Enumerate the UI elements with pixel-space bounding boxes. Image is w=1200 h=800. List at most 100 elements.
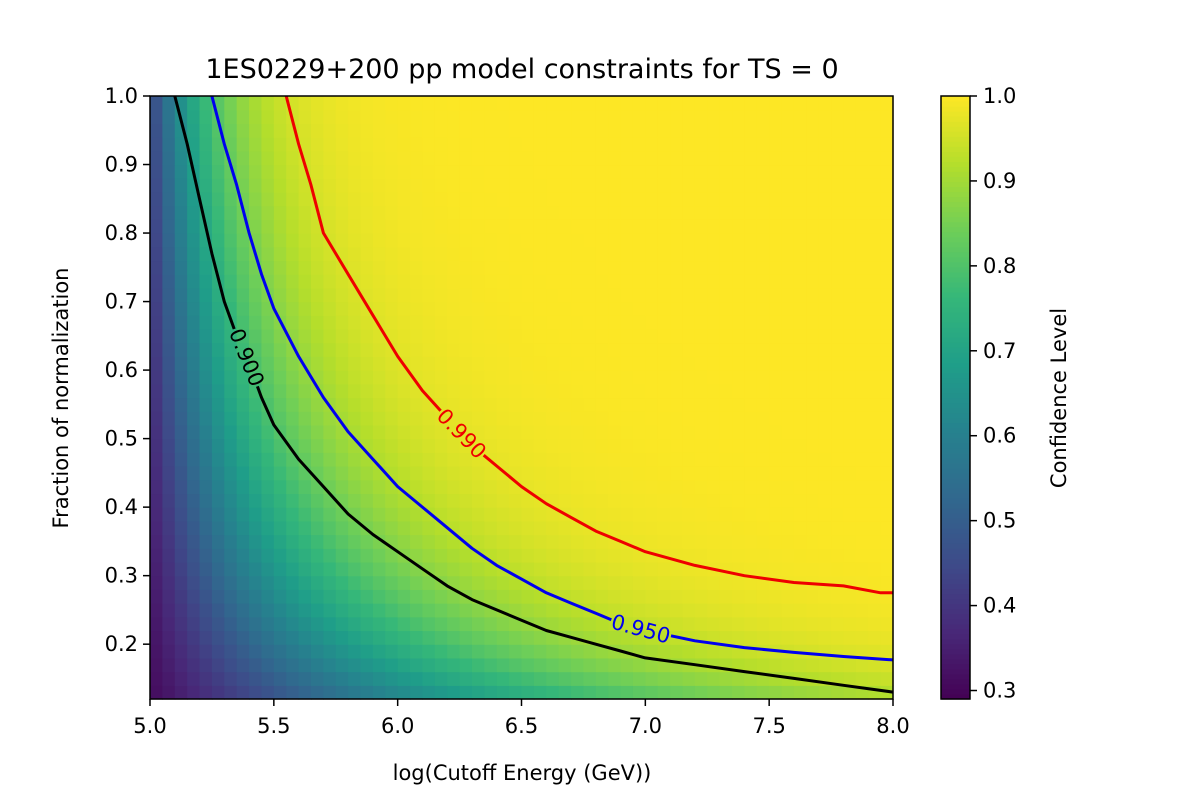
colorbar-step bbox=[941, 462, 970, 469]
heatmap-cell bbox=[818, 493, 832, 508]
heatmap-cell bbox=[595, 356, 609, 371]
heatmap-cell bbox=[744, 315, 758, 330]
heatmap-cell bbox=[843, 466, 857, 481]
heatmap-cell bbox=[360, 397, 374, 412]
heatmap-cell bbox=[484, 233, 498, 248]
heatmap-cell bbox=[719, 287, 733, 303]
heatmap-cell bbox=[447, 233, 461, 248]
heatmap-cell bbox=[273, 411, 287, 426]
heatmap-cell bbox=[571, 616, 585, 632]
heatmap-cell bbox=[459, 150, 473, 166]
heatmap-cell bbox=[670, 191, 684, 207]
colorbar-step bbox=[941, 151, 970, 157]
colorbar-step bbox=[941, 317, 970, 323]
heatmap-cell bbox=[868, 342, 882, 357]
heatmap-cell bbox=[410, 575, 424, 590]
heatmap-cell bbox=[756, 548, 770, 563]
heatmap-cell bbox=[150, 520, 163, 536]
heatmap-cell bbox=[335, 561, 349, 577]
heatmap-cell bbox=[323, 616, 337, 632]
heatmap-cell bbox=[397, 534, 411, 549]
heatmap-cell bbox=[868, 520, 882, 536]
heatmap-cell bbox=[174, 452, 188, 467]
heatmap-cell bbox=[422, 589, 436, 604]
heatmap-cell bbox=[571, 274, 585, 289]
heatmap-cell bbox=[558, 260, 572, 275]
heatmap-cell bbox=[818, 466, 832, 481]
heatmap-cell bbox=[496, 671, 510, 686]
heatmap-cell bbox=[174, 383, 188, 399]
heatmap-cell bbox=[249, 219, 263, 234]
heatmap-cell bbox=[360, 575, 374, 590]
heatmap-cell bbox=[323, 561, 337, 577]
heatmap-cell bbox=[150, 575, 163, 590]
colorbar-tick-label: 0.5 bbox=[983, 509, 1016, 533]
heatmap-cell bbox=[595, 466, 609, 481]
heatmap-cell bbox=[670, 246, 684, 262]
heatmap-cell bbox=[224, 479, 238, 495]
heatmap-cell bbox=[150, 123, 163, 138]
heatmap-cell bbox=[150, 274, 163, 289]
heatmap-cell bbox=[546, 109, 560, 124]
heatmap-cell bbox=[174, 630, 188, 645]
heatmap-cell bbox=[769, 411, 783, 426]
heatmap-cell bbox=[694, 137, 708, 152]
heatmap-cell bbox=[261, 260, 275, 275]
heatmap-cell bbox=[595, 219, 609, 234]
heatmap-cell bbox=[806, 671, 820, 686]
heatmap-cell bbox=[595, 315, 609, 330]
heatmap-cell bbox=[471, 328, 485, 344]
heatmap-cell bbox=[533, 534, 547, 549]
heatmap-cell bbox=[831, 383, 845, 399]
heatmap-cell bbox=[670, 397, 684, 412]
heatmap-cell bbox=[818, 575, 832, 590]
heatmap-cell bbox=[187, 328, 201, 344]
heatmap-cell bbox=[707, 219, 721, 234]
heatmap-cell bbox=[769, 438, 783, 453]
heatmap-cell bbox=[806, 315, 820, 330]
heatmap-cell bbox=[236, 630, 250, 645]
heatmap-cell bbox=[286, 397, 300, 412]
colorbar-step bbox=[941, 432, 970, 439]
contour-0-990-line bbox=[482, 454, 893, 595]
heatmap-cell bbox=[174, 520, 188, 536]
heatmap-cell bbox=[769, 370, 783, 385]
heatmap-cell bbox=[496, 657, 510, 673]
heatmap-cell bbox=[769, 561, 783, 577]
heatmap-cell bbox=[150, 424, 163, 440]
colorbar-step bbox=[941, 538, 970, 544]
heatmap-cell bbox=[571, 96, 585, 111]
heatmap-cell bbox=[348, 575, 362, 590]
heatmap-cell bbox=[533, 342, 547, 357]
heatmap-cell bbox=[459, 109, 473, 124]
heatmap-cell bbox=[410, 328, 424, 344]
heatmap-cell bbox=[843, 616, 857, 632]
heatmap-cell bbox=[670, 452, 684, 467]
heatmap-cell bbox=[422, 205, 436, 220]
heatmap-cell bbox=[843, 548, 857, 563]
x-tick-label: 7.0 bbox=[629, 714, 662, 738]
heatmap-cell bbox=[298, 315, 312, 330]
heatmap-cell bbox=[732, 96, 745, 111]
heatmap-cell bbox=[670, 479, 684, 495]
heatmap-cell bbox=[496, 150, 510, 166]
heatmap-cell bbox=[843, 191, 857, 207]
heatmap-cell bbox=[571, 493, 585, 508]
heatmap-cell bbox=[236, 657, 250, 673]
heatmap-cell bbox=[608, 191, 622, 207]
heatmap-cell bbox=[236, 274, 250, 289]
heatmap-cell bbox=[298, 123, 312, 138]
colorbar-step bbox=[941, 683, 970, 690]
heatmap-cell bbox=[571, 328, 585, 344]
heatmap-cell bbox=[657, 191, 671, 207]
heatmap-cell bbox=[855, 603, 869, 618]
heatmap-cell bbox=[174, 685, 188, 700]
heatmap-cell bbox=[150, 630, 163, 645]
heatmap-cell bbox=[732, 342, 745, 357]
heatmap-cell bbox=[509, 274, 523, 289]
x-tick-label: 5.0 bbox=[133, 714, 166, 738]
heatmap-cell bbox=[756, 233, 770, 248]
heatmap-cell bbox=[831, 274, 845, 289]
heatmap-cell bbox=[707, 534, 721, 549]
heatmap-cell bbox=[199, 644, 213, 659]
